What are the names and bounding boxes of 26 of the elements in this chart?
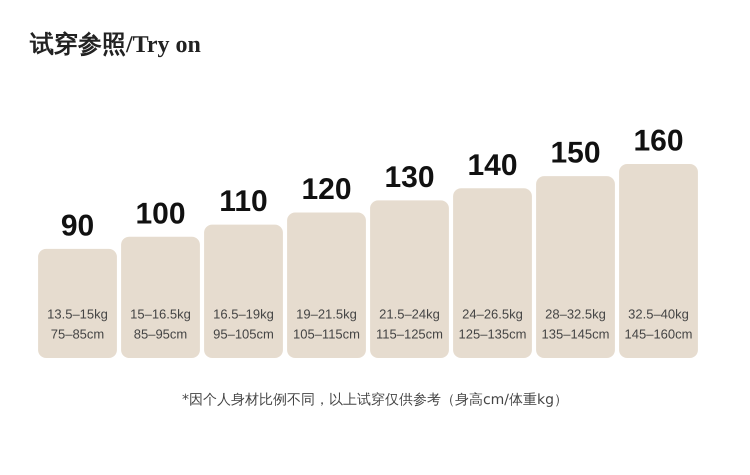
data-label: 150 — [550, 136, 601, 170]
data-label: 90 — [60, 209, 94, 242]
data-label: 120 — [301, 173, 352, 206]
x-tick-label: 19–21.5kg 105–115cm — [293, 306, 360, 342]
x-tick-label: 15–16.5kg 85–95cm — [130, 306, 191, 342]
bar — [453, 188, 532, 358]
bar — [287, 212, 366, 358]
data-label: 130 — [384, 160, 435, 194]
x-tick-label: 28–32.5kg 135–145cm — [542, 306, 610, 342]
data-label: 110 — [219, 185, 268, 218]
chart-title: 试穿参照/Try on — [29, 31, 201, 58]
bar — [536, 176, 615, 358]
data-label: 100 — [135, 197, 186, 230]
x-tick-label: 32.5–40kg 145–160cm — [624, 306, 692, 342]
x-tick-label: 21.5–24kg 115–125cm — [376, 306, 443, 342]
data-label: 140 — [467, 148, 518, 182]
bar — [38, 248, 117, 358]
bar — [204, 224, 283, 358]
data-label: 160 — [633, 124, 684, 158]
x-tick-label: 24–26.5kg 125–135cm — [458, 306, 526, 342]
x-tick-label: 16.5–19kg 95–105cm — [213, 306, 274, 342]
bar — [121, 236, 200, 358]
text: *因个人身材比例不同，以上试穿仅供参考（身高cm/体重kg） — [182, 392, 568, 408]
bar — [370, 200, 449, 358]
bar — [619, 164, 698, 358]
x-tick-label: 13.5–15kg 75–85cm — [47, 306, 108, 342]
